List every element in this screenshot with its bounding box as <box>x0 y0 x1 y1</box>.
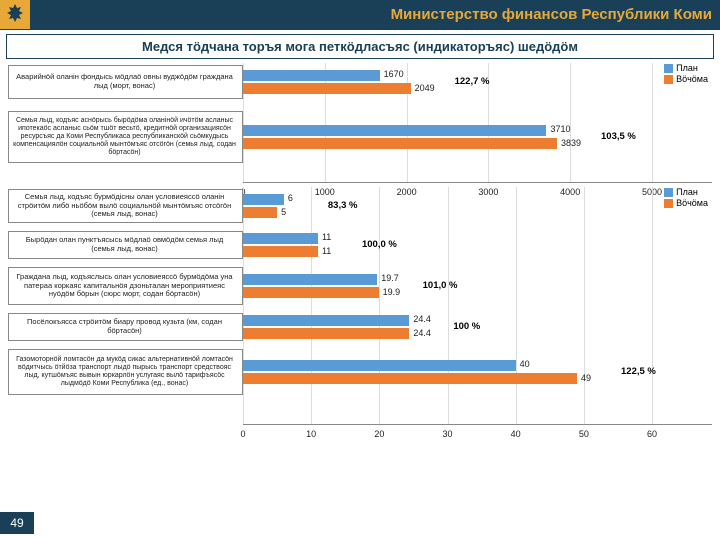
chart-row: Семья лыд, кодъяс бурмӧдісны олан услови… <box>8 189 712 223</box>
axis-tick: 0 <box>240 429 245 439</box>
axis-tick: 40 <box>511 429 521 439</box>
value-plan: 3710 <box>550 124 570 134</box>
row-label: Аварийнӧй оланін фондысь мӧдлаӧ овны вуд… <box>8 65 243 99</box>
logo-icon <box>0 0 30 29</box>
bars-wrap: 11 11 100,0 % <box>243 231 712 259</box>
row-label: Посёлокъясса стрӧитӧм биару провод кузьт… <box>8 313 243 341</box>
axis-tick: 50 <box>579 429 589 439</box>
header: Министерство финансов Республики Коми <box>0 0 720 30</box>
value-plan: 40 <box>520 359 530 369</box>
percent-label: 100,0 % <box>362 239 397 250</box>
bars-wrap: 3710 3839 103,5 % <box>243 111 712 163</box>
chart-row: Семья лыд, кодъяс аснӧрысь бырӧдӧма олан… <box>8 111 712 163</box>
bar-plan <box>243 274 377 285</box>
value-plan: 24.4 <box>413 314 431 324</box>
chart-2: План Вӧчӧма 0102030405060Семья лыд, кодъ… <box>8 187 712 425</box>
value-plan: 1670 <box>384 69 404 79</box>
value-fact: 3839 <box>561 138 581 148</box>
percent-label: 100 % <box>453 321 480 332</box>
row-label: Семья лыд, кодъяс аснӧрысь бырӧдӧма олан… <box>8 111 243 163</box>
bar-plan <box>243 194 284 205</box>
axis-tick: 60 <box>647 429 657 439</box>
value-fact: 24.4 <box>413 328 431 338</box>
bar-fact <box>243 287 379 298</box>
row-label: Граждана лыд, кодъяслысь олан условиеясс… <box>8 267 243 305</box>
percent-label: 122,5 % <box>621 366 656 377</box>
row-label: Бырӧдан олан пунктъясысь мӧдлаӧ овмӧдӧм … <box>8 231 243 259</box>
chart-row: Граждана лыд, кодъяслысь олан условиеясс… <box>8 267 712 305</box>
percent-label: 83,3 % <box>328 200 358 211</box>
bar-plan <box>243 125 546 136</box>
value-plan: 6 <box>288 193 293 203</box>
row-label: Газомоторнӧй ломтасӧн да мукӧд сикас аль… <box>8 349 243 395</box>
subtitle: Медся тӧдчана торъя мога петкӧдласъяс (и… <box>15 39 705 54</box>
bar-plan <box>243 70 380 81</box>
page-title: Министерство финансов Республики Коми <box>30 6 720 23</box>
bars-wrap: 24.4 24.4 100 % <box>243 313 712 341</box>
value-fact: 2049 <box>415 83 435 93</box>
value-fact: 5 <box>281 207 286 217</box>
chart-1: План Вӧчӧма 010002000300040005000Аварийн… <box>8 63 712 183</box>
chart-row: Газомоторнӧй ломтасӧн да мукӧд сикас аль… <box>8 349 712 395</box>
percent-label: 103,5 % <box>601 131 636 142</box>
subtitle-box: Медся тӧдчана торъя мога петкӧдласъяс (и… <box>6 34 714 59</box>
chart-row: Аварийнӧй оланін фондысь мӧдлаӧ овны вуд… <box>8 65 712 99</box>
bar-fact <box>243 246 318 257</box>
bar-fact <box>243 83 411 94</box>
axis-tick: 30 <box>442 429 452 439</box>
bar-fact <box>243 207 277 218</box>
chart-2-area: 0102030405060Семья лыд, кодъяс бурмӧдісн… <box>8 187 712 425</box>
bar-fact <box>243 328 409 339</box>
bar-plan <box>243 233 318 244</box>
axis-tick: 10 <box>306 429 316 439</box>
value-fact: 49 <box>581 373 591 383</box>
axis-tick: 20 <box>374 429 384 439</box>
bar-fact <box>243 138 557 149</box>
row-label: Семья лыд, кодъяс бурмӧдісны олан услови… <box>8 189 243 223</box>
percent-label: 101,0 % <box>423 280 458 291</box>
value-fact: 19.9 <box>383 287 401 297</box>
chart-1-area: 010002000300040005000Аварийнӧй оланін фо… <box>8 63 712 183</box>
chart-row: Посёлокъясса стрӧитӧм биару провод кузьт… <box>8 313 712 341</box>
bars-wrap: 19.7 19.9 101,0 % <box>243 267 712 305</box>
value-fact: 11 <box>322 246 331 256</box>
bars-wrap: 40 49 122,5 % <box>243 349 712 395</box>
bars-wrap: 65 83,3 % <box>243 189 712 223</box>
value-plan: 19.7 <box>381 273 399 283</box>
bar-fact <box>243 373 577 384</box>
bars-wrap: 1670 2049 122,7 % <box>243 65 712 99</box>
bar-plan <box>243 360 516 371</box>
value-plan: 11 <box>322 232 331 242</box>
bar-plan <box>243 315 409 326</box>
percent-label: 122,7 % <box>455 76 490 87</box>
page-number: 49 <box>0 512 34 534</box>
chart-row: Бырӧдан олан пунктъясысь мӧдлаӧ овмӧдӧм … <box>8 231 712 259</box>
